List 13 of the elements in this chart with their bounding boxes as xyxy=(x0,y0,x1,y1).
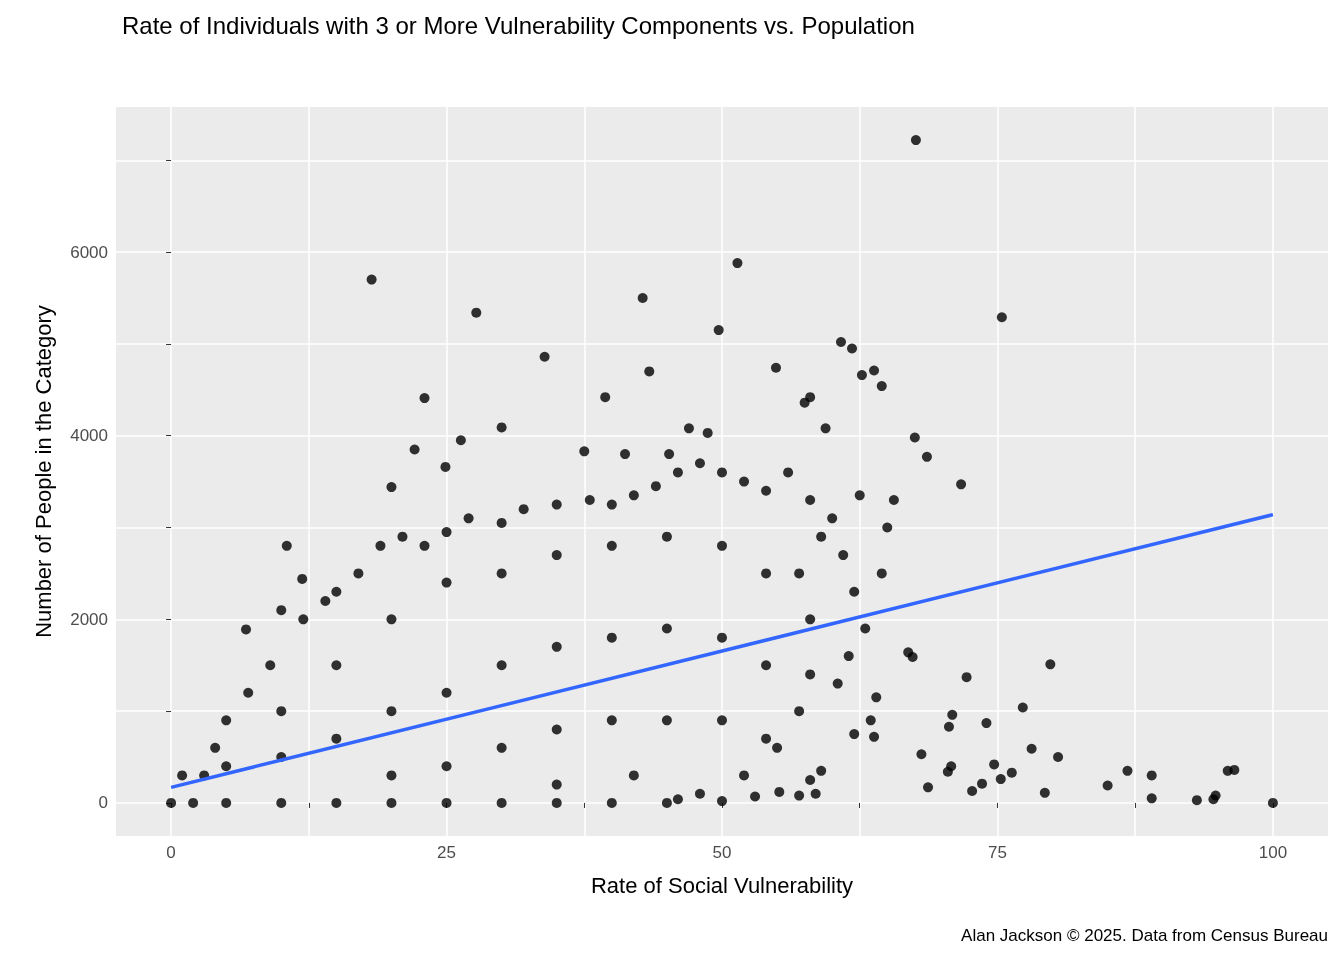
chart-title: Rate of Individuals with 3 or More Vulnerability Components vs. Population xyxy=(122,11,915,39)
x-tick-label: 0 xyxy=(166,843,176,862)
text: Alan Jackson © 2025. Data from Census Bureau xyxy=(961,926,1328,945)
y-tick-label: 2000 xyxy=(70,609,108,629)
x-tick-label: 25 xyxy=(437,843,457,862)
x-axis-title: Rate of Social Vulnerability xyxy=(590,872,854,898)
y-axis-title: Number of People in the Category xyxy=(30,305,56,638)
y-tick-label: 0 xyxy=(98,793,108,813)
y-tick-label: 4000 xyxy=(70,426,108,446)
x-tick-label: 50 xyxy=(712,843,732,862)
x-tick-label: 100 xyxy=(1258,843,1288,862)
y-tick-label: 6000 xyxy=(70,242,108,262)
x-tick-label: 75 xyxy=(987,843,1007,862)
